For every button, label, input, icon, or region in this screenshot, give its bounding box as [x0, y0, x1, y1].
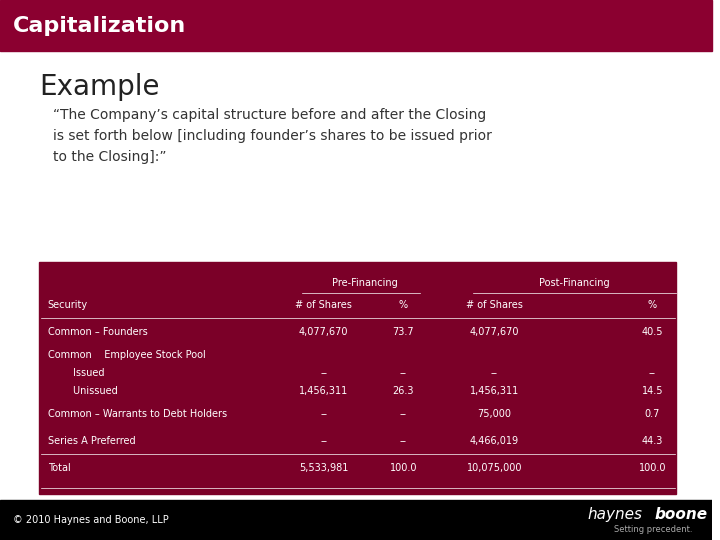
- Text: 1,456,311: 1,456,311: [470, 386, 519, 396]
- Text: 100.0: 100.0: [390, 463, 417, 473]
- Text: --: --: [400, 368, 407, 379]
- Text: --: --: [491, 368, 498, 379]
- Text: 26.3: 26.3: [392, 386, 414, 396]
- Text: 75,000: 75,000: [477, 409, 511, 419]
- Text: Series A Preferred: Series A Preferred: [48, 436, 135, 446]
- Text: Capitalization: Capitalization: [13, 16, 186, 36]
- Text: # of Shares: # of Shares: [466, 300, 523, 310]
- Text: Example: Example: [39, 73, 160, 101]
- Text: --: --: [320, 409, 327, 419]
- Text: 40.5: 40.5: [642, 327, 663, 336]
- Text: Common    Employee Stock Pool: Common Employee Stock Pool: [48, 350, 205, 360]
- Text: --: --: [320, 368, 327, 379]
- Text: 100.0: 100.0: [639, 463, 666, 473]
- Text: © 2010 Haynes and Boone, LLP: © 2010 Haynes and Boone, LLP: [13, 515, 168, 525]
- Text: %: %: [399, 300, 408, 310]
- Bar: [0, 500, 711, 540]
- Text: Setting precedent.: Setting precedent.: [614, 525, 693, 534]
- Text: Pre-Financing: Pre-Financing: [332, 279, 397, 288]
- Text: 5,533,981: 5,533,981: [299, 463, 348, 473]
- Text: 1,456,311: 1,456,311: [299, 386, 348, 396]
- Text: 10,075,000: 10,075,000: [467, 463, 522, 473]
- Text: Post-Financing: Post-Financing: [539, 279, 610, 288]
- Text: --: --: [400, 436, 407, 446]
- Text: Common – Founders: Common – Founders: [48, 327, 148, 336]
- Text: # of Shares: # of Shares: [295, 300, 352, 310]
- Text: “The Company’s capital structure before and after the Closing
is set forth below: “The Company’s capital structure before …: [53, 108, 492, 164]
- Text: %: %: [648, 300, 657, 310]
- Text: Issued: Issued: [48, 368, 104, 379]
- Text: Security: Security: [48, 300, 88, 310]
- Text: --: --: [649, 368, 656, 379]
- Text: 4,077,670: 4,077,670: [469, 327, 519, 336]
- Text: Unissued: Unissued: [48, 386, 117, 396]
- Text: --: --: [400, 409, 407, 419]
- Text: boone: boone: [654, 507, 708, 522]
- Text: 14.5: 14.5: [642, 386, 663, 396]
- Text: 4,466,019: 4,466,019: [470, 436, 519, 446]
- Text: haynes: haynes: [587, 507, 642, 522]
- Text: 73.7: 73.7: [392, 327, 414, 336]
- Bar: [0, 0, 711, 51]
- Text: Common – Warrants to Debt Holders: Common – Warrants to Debt Holders: [48, 409, 227, 419]
- Text: --: --: [320, 436, 327, 446]
- Text: 4,077,670: 4,077,670: [299, 327, 348, 336]
- Text: Total: Total: [48, 463, 71, 473]
- Text: 44.3: 44.3: [642, 436, 663, 446]
- Text: 0.7: 0.7: [645, 409, 660, 419]
- Bar: [39, 262, 676, 494]
